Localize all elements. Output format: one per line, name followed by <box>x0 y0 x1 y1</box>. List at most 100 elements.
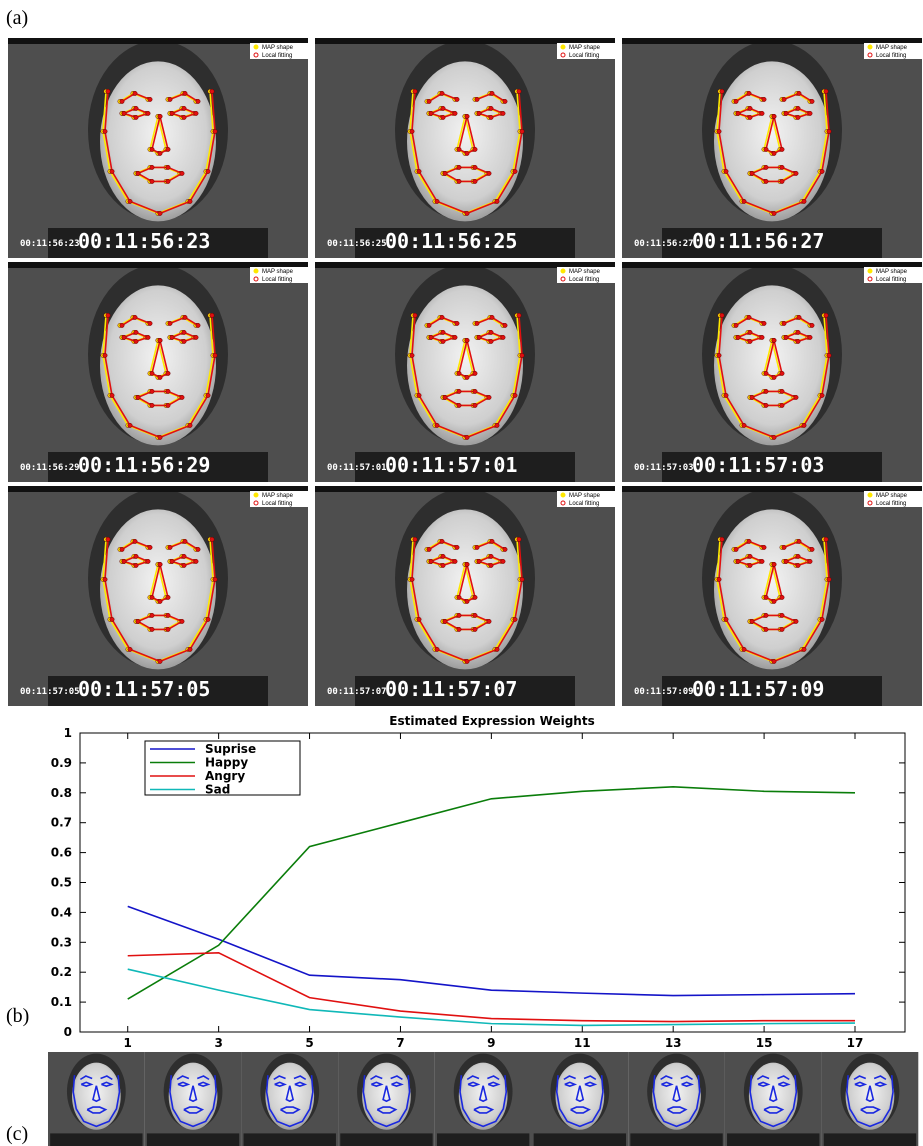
landmark <box>165 146 171 152</box>
legend-label: Happy <box>205 756 248 770</box>
landmark <box>209 536 215 542</box>
landmark-shape <box>873 1075 887 1081</box>
landmark-shape <box>874 1081 888 1087</box>
landmark <box>456 146 462 152</box>
landmark-shape <box>473 1106 495 1114</box>
landmark <box>779 388 785 394</box>
shoulders <box>823 1133 917 1146</box>
timecode-large: 00:11:56:25 <box>385 229 517 253</box>
landmark-shape <box>86 1106 108 1114</box>
landmark <box>801 198 807 204</box>
face <box>71 1062 121 1130</box>
landmark <box>464 150 470 156</box>
face-image <box>724 1052 822 1146</box>
landmark <box>121 110 127 116</box>
landmark-shape <box>188 1085 198 1103</box>
frame-legend-bg <box>250 51 308 59</box>
landmark <box>749 394 755 400</box>
landmark <box>807 558 813 564</box>
frame-legend-bg <box>250 43 308 51</box>
face <box>407 285 523 446</box>
landmark <box>472 146 478 152</box>
landmark <box>763 164 769 170</box>
landmark <box>193 558 199 564</box>
frame-legend-label: Local fitting <box>569 501 599 507</box>
face-image: MAP shape Local fitting 00:11:57:0100:11:5… <box>315 262 615 482</box>
landmark <box>795 553 801 559</box>
x-tick-label: 7 <box>396 1036 404 1050</box>
frame-legend-marker <box>253 500 259 506</box>
landmark <box>187 422 193 428</box>
landmark <box>452 110 458 116</box>
landmark-shape <box>860 1106 881 1114</box>
top-strip <box>315 38 615 44</box>
landmark <box>488 329 494 335</box>
landmark <box>464 598 470 604</box>
landmark-shape <box>661 1081 674 1087</box>
landmark <box>779 626 785 632</box>
landmark <box>127 422 133 428</box>
landmark-shape <box>176 1075 190 1081</box>
landmark <box>486 394 492 400</box>
landmark <box>456 594 462 600</box>
landmark <box>741 646 747 652</box>
timecode-small: 00:11:56:29 <box>20 463 80 473</box>
landmark <box>733 546 739 552</box>
landmark <box>442 170 448 176</box>
landmark <box>809 546 815 552</box>
frame-legend-label: MAP shape <box>262 269 294 275</box>
landmark <box>719 536 725 542</box>
y-tick-label: 0.3 <box>51 935 72 949</box>
landmark <box>807 110 813 116</box>
landmark <box>795 329 801 335</box>
frame-legend-marker <box>867 492 873 498</box>
landmark <box>500 110 506 116</box>
series-line <box>127 786 856 1000</box>
landmark <box>102 128 108 134</box>
landmark <box>761 320 767 326</box>
face <box>714 61 830 222</box>
landmark <box>763 388 769 394</box>
landmark <box>494 198 500 204</box>
face <box>714 285 830 446</box>
frame-legend-bg <box>250 267 308 275</box>
landmark <box>167 96 173 102</box>
landmark <box>747 329 753 335</box>
landmark <box>489 90 495 96</box>
landmark <box>809 322 815 328</box>
landmark <box>763 146 769 152</box>
landmark <box>464 113 470 119</box>
frame-legend-marker <box>253 52 259 58</box>
timecode-large: 00:11:56:29 <box>78 453 210 477</box>
landmark <box>119 546 125 552</box>
frame-legend-marker <box>253 268 259 274</box>
landmark <box>439 90 445 96</box>
landmark <box>472 178 478 184</box>
y-tick-label: 0.5 <box>51 876 72 890</box>
landmark <box>181 114 187 120</box>
timecode-small: 00:11:56:23 <box>20 239 80 249</box>
landmark <box>452 558 458 564</box>
landmark <box>102 352 108 358</box>
top-strip <box>315 486 615 492</box>
x-tick-label: 3 <box>214 1036 222 1050</box>
frame-legend-bg <box>557 275 615 283</box>
landmark <box>474 320 480 326</box>
landmark <box>416 392 422 398</box>
landmark <box>109 392 115 398</box>
y-tick-label: 0.1 <box>51 995 72 1009</box>
landmark-shape <box>370 1075 383 1081</box>
face-image <box>48 1052 145 1146</box>
face-image: MAP shape Local fitting 00:11:56:2500:11:5… <box>315 38 615 258</box>
frame-legend-bg <box>864 491 922 499</box>
landmark <box>474 96 480 102</box>
landmark-shape <box>92 1085 101 1103</box>
landmark <box>771 561 777 567</box>
x-tick-label: 15 <box>756 1036 773 1050</box>
landmark <box>823 312 829 318</box>
landmark <box>747 105 753 111</box>
frame-legend-label: MAP shape <box>262 493 294 499</box>
landmark <box>516 536 522 542</box>
landmark <box>502 322 508 328</box>
landmark <box>187 198 193 204</box>
